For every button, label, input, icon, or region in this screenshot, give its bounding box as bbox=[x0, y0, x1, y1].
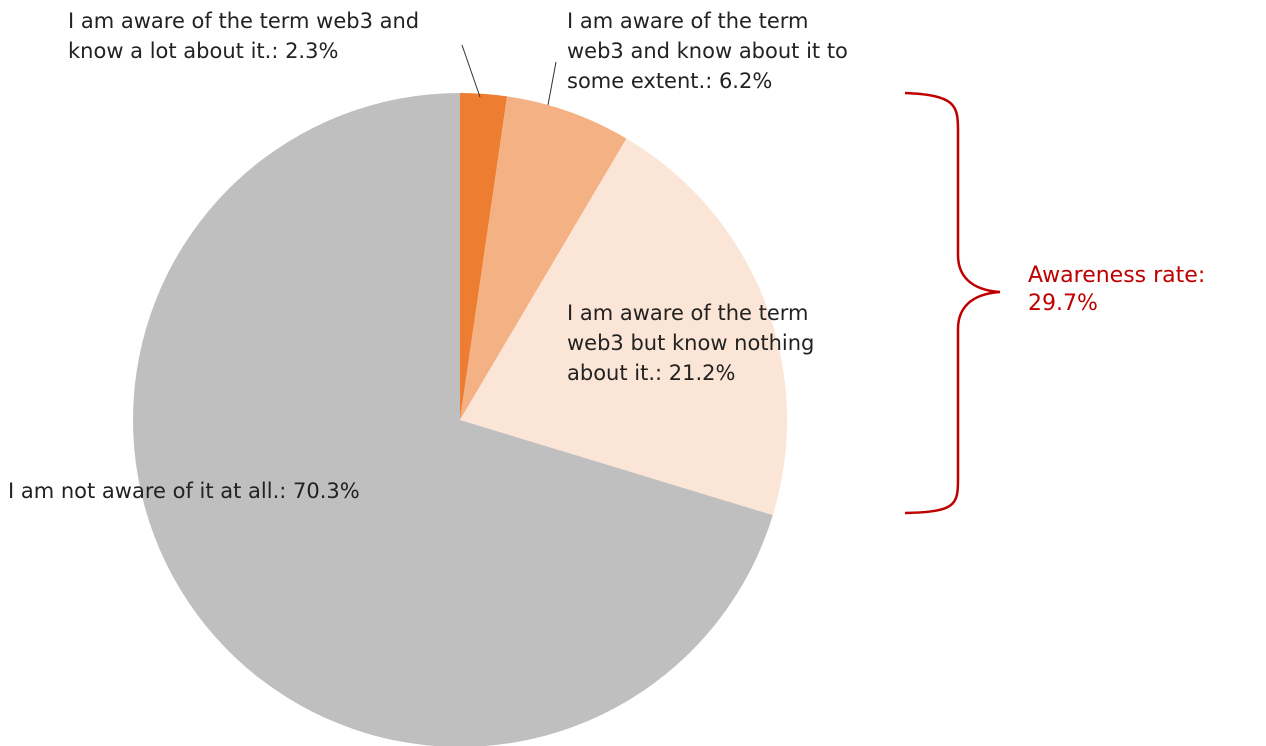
pie-slice bbox=[460, 93, 508, 420]
pie-slice bbox=[460, 138, 787, 516]
slice-label: I am aware of the term web3 and know abo… bbox=[567, 9, 848, 93]
brace bbox=[904, 91, 1001, 515]
annotation: Awareness rate: bbox=[1028, 263, 1206, 288]
leader-line bbox=[461, 44, 481, 98]
pie-slice bbox=[133, 93, 773, 746]
pie bbox=[133, 93, 787, 746]
annotation: 29.7% bbox=[1028, 291, 1098, 316]
slice-label: I am not aware of it at all.: 70.3% bbox=[8, 479, 360, 503]
slice-label: I am aware of the term web3 but know not… bbox=[567, 301, 815, 385]
pie-slice bbox=[460, 96, 627, 421]
slice-label: I am aware of the term web3 and know a l… bbox=[68, 9, 420, 63]
leader-line bbox=[547, 61, 557, 106]
